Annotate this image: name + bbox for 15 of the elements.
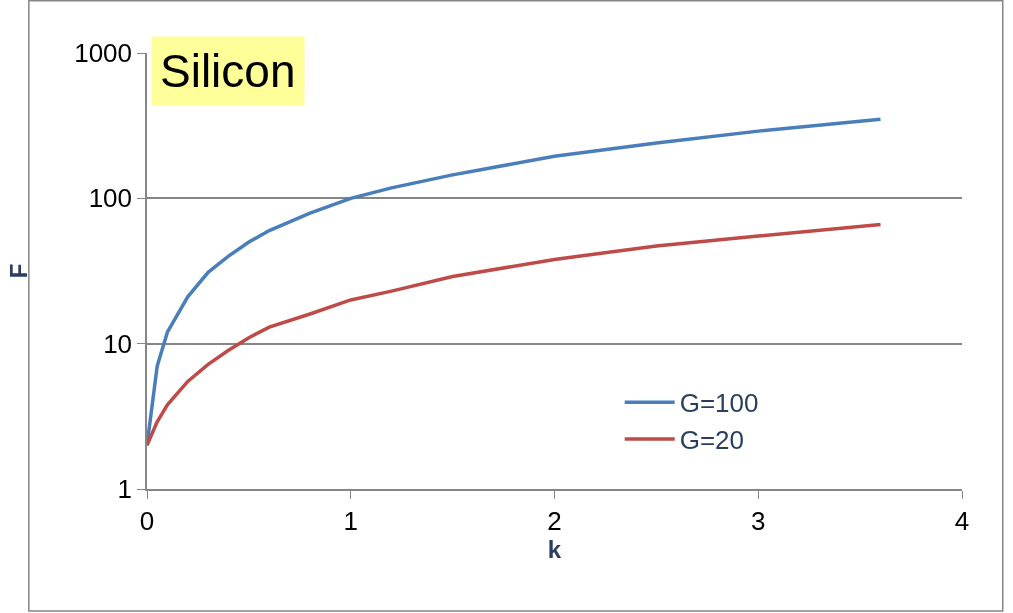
y-tick-label: 10 bbox=[103, 328, 133, 359]
legend-label: G=20 bbox=[679, 425, 745, 456]
y-tick-label: 100 bbox=[88, 183, 133, 214]
x-tick-label: 3 bbox=[751, 505, 766, 536]
x-tick-label: 1 bbox=[343, 505, 358, 536]
line-series bbox=[147, 222, 883, 447]
y-axis-title: F bbox=[4, 263, 32, 279]
x-tick-label: 2 bbox=[547, 505, 562, 536]
y-tick-label: 1 bbox=[117, 474, 133, 505]
x-tick-label: 4 bbox=[954, 505, 970, 536]
chart-title: Silicon bbox=[160, 45, 296, 97]
legend-label: G=100 bbox=[679, 388, 759, 419]
x-axis-title: k bbox=[547, 535, 562, 563]
x-tick-label: 0 bbox=[139, 505, 155, 536]
y-tick-label: 1000 bbox=[74, 38, 133, 69]
